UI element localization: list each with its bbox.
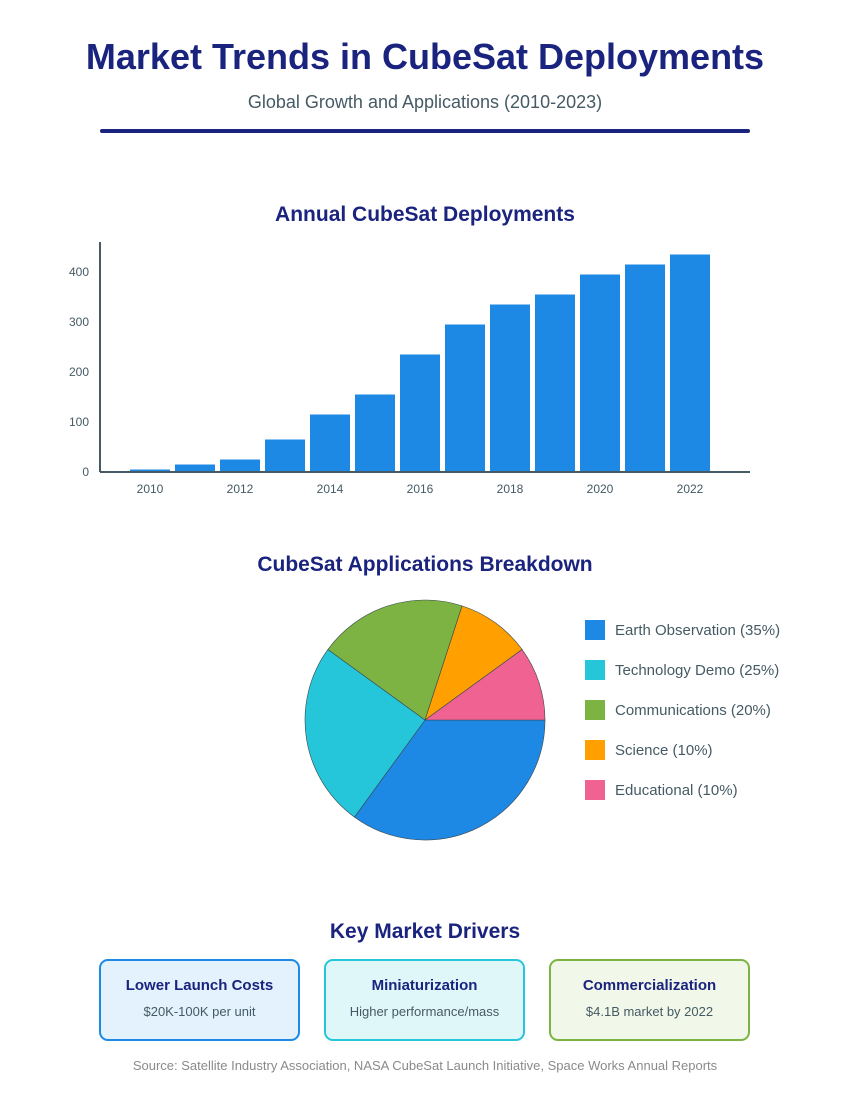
driver-card-desc: $20K-100K per unit (143, 1004, 256, 1019)
bar-2021 (625, 264, 665, 472)
x-tick-label: 2018 (497, 482, 524, 496)
y-tick-label: 100 (69, 415, 89, 429)
legend-item: Technology Demo (25%) (585, 660, 780, 680)
x-tick-label: 2022 (677, 482, 704, 496)
page-title: Market Trends in CubeSat Deployments (85, 36, 765, 77)
pie-slice-1 (304, 649, 426, 818)
legend-swatch (585, 780, 605, 800)
page-subtitle: Global Growth and Applications (2010-202… (247, 92, 603, 112)
legend-label: Technology Demo (25%) (615, 661, 780, 679)
legend-label: Science (10%) (615, 741, 713, 759)
x-tick-label: 2016 (407, 482, 434, 496)
driver-card-title: Lower Launch Costs (125, 977, 274, 994)
driver-card: Commercialization $4.1B market by 2022 (549, 959, 750, 1041)
pie-slice-2 (327, 599, 463, 721)
x-tick-label: 2014 (317, 482, 344, 496)
bar-2013 (265, 439, 305, 472)
legend-label: Communications (20%) (615, 701, 771, 719)
driver-card-desc: $4.1B market by 2022 (585, 1004, 714, 1019)
pie-chart (304, 599, 546, 841)
y-tick-label: 200 (69, 365, 89, 379)
bar-2020 (580, 274, 620, 472)
pie-chart-title: CubeSat Applications Breakdown (257, 553, 593, 576)
pie-legend: Earth Observation (35%) Technology Demo (… (585, 620, 780, 820)
bar-chart-title: Annual CubeSat Deployments (275, 203, 575, 226)
legend-label: Earth Observation (35%) (615, 621, 781, 639)
bar-2018 (490, 304, 530, 472)
title-divider (100, 129, 750, 133)
bar-2015 (355, 394, 395, 472)
driver-card-title: Miniaturization (371, 977, 478, 994)
driver-card: Miniaturization Higher performance/mass (324, 959, 525, 1041)
y-tick-label: 400 (69, 265, 89, 279)
legend-swatch (585, 700, 605, 720)
bar-chart: 0 100 200 300 400 2010 2012 2014 2016 2018 2020 202… (69, 242, 750, 496)
drivers-cards: Lower Launch Costs $20K-100K per unit Mini… (99, 959, 751, 1041)
pie-slice-0 (354, 719, 546, 841)
y-tick-label: 300 (69, 315, 89, 329)
x-tick-label: 2012 (227, 482, 254, 496)
pie-slice-4 (424, 649, 546, 721)
driver-card: Lower Launch Costs $20K-100K per unit (99, 959, 300, 1041)
bar-2017 (445, 324, 485, 472)
legend-swatch (585, 740, 605, 760)
y-tick-label: 0 (82, 465, 89, 479)
legend-label: Educational (10%) (615, 781, 738, 799)
source-note: Source: Satellite Industry Association, … (132, 1058, 718, 1073)
drivers-title: Key Market Drivers (329, 920, 521, 943)
legend-item: Communications (20%) (585, 700, 780, 720)
bar-2012 (220, 459, 260, 472)
x-tick-label: 2010 (137, 482, 164, 496)
driver-card-title: Commercialization (582, 977, 717, 994)
x-tick-label: 2020 (587, 482, 614, 496)
bar-2011 (175, 464, 215, 472)
pie-slice-3 (424, 605, 523, 721)
legend-swatch (585, 620, 605, 640)
bar-2014 (310, 414, 350, 472)
bar-2016 (400, 354, 440, 472)
bar-2019 (535, 294, 575, 472)
driver-card-desc: Higher performance/mass (349, 1004, 500, 1019)
bar-2022 (670, 254, 710, 472)
legend-item: Educational (10%) (585, 780, 780, 800)
bar-2010 (130, 469, 170, 472)
legend-item: Earth Observation (35%) (585, 620, 780, 640)
legend-swatch (585, 660, 605, 680)
legend-item: Science (10%) (585, 740, 780, 760)
